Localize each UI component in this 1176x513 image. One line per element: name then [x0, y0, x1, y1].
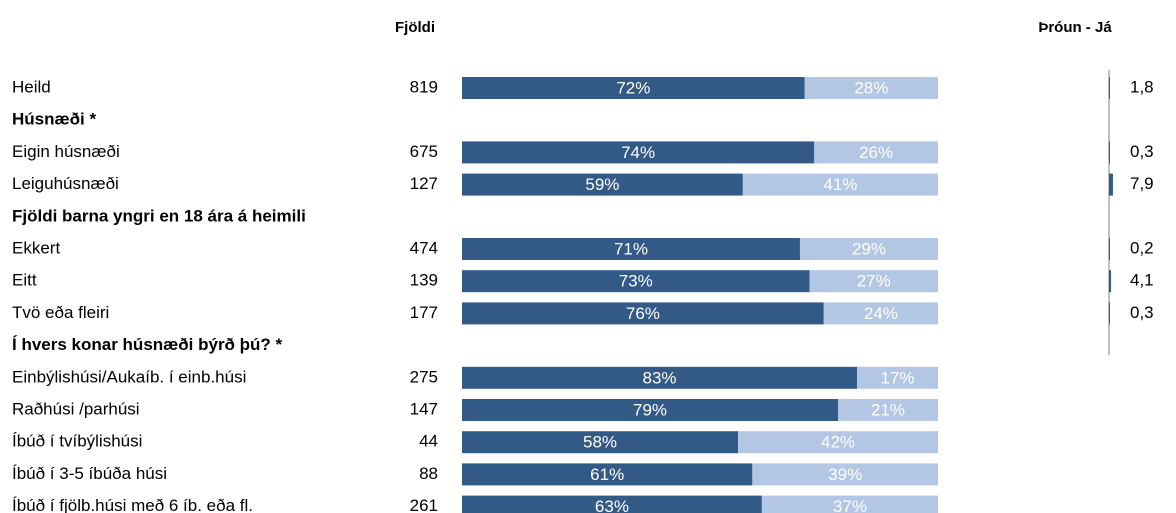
bar-segment [857, 366, 938, 389]
count: 88 [419, 464, 438, 483]
bar-segment [814, 141, 938, 164]
group-header: Í hvers konar húsnæði býrð þú? * [12, 335, 283, 354]
value-label: 17% [881, 368, 915, 387]
count: 147 [410, 399, 438, 418]
count: 275 [410, 367, 438, 386]
bar-segment [462, 366, 858, 389]
bar-segment [799, 238, 938, 260]
value-label: 24% [864, 304, 898, 323]
value-label: 37% [833, 497, 867, 513]
row-label: Tvö eða fleiri [12, 303, 109, 322]
trend-bar [1109, 270, 1112, 293]
bar-segment [823, 302, 938, 325]
bar-segment [462, 399, 839, 421]
bar-segment [742, 173, 938, 196]
trend-bar [1109, 173, 1113, 196]
row-label: Eigin húsnæði [12, 142, 120, 161]
bar-segment [738, 431, 938, 454]
row-label: Íbúð í 3-5 íbúða húsi [12, 464, 167, 483]
value-label: 74% [621, 143, 655, 162]
count: 44 [419, 432, 438, 451]
bar-segment [804, 77, 938, 99]
bar-segment [462, 302, 824, 325]
bar-segment [462, 77, 805, 99]
row-label: Eitt [12, 271, 37, 290]
value-label: 79% [633, 400, 667, 419]
row-label: Íbúð í fjölb.húsi með 6 íb. eða fl. [12, 496, 253, 513]
bar-segment [462, 463, 753, 486]
trend-label: 0,2 [1130, 238, 1154, 257]
row-label: Raðhúsi /parhúsi [12, 399, 140, 418]
row-label: Heild [12, 77, 51, 96]
row-label: Leiguhúsnæði [12, 174, 119, 193]
trend-header: Þróun - Já [1038, 19, 1112, 36]
value-label: 59% [585, 175, 619, 194]
value-label: 28% [854, 78, 888, 97]
value-label: 61% [590, 465, 624, 484]
count: 819 [410, 77, 438, 96]
value-label: 29% [852, 239, 886, 258]
trend-bar [1109, 77, 1110, 99]
bar-segment [761, 495, 938, 513]
trend-bar [1109, 302, 1110, 325]
count: 127 [410, 174, 438, 193]
count-header: Fjöldi [395, 19, 435, 36]
count: 139 [410, 271, 438, 290]
row-label: Ekkert [12, 238, 60, 257]
bar-segment [462, 431, 739, 454]
bar-segment [752, 463, 938, 486]
value-label: 83% [643, 368, 677, 387]
value-label: 21% [871, 400, 905, 419]
group-header: Fjöldi barna yngri en 18 ára á heimili [12, 206, 306, 225]
row-label: Íbúð í tvíbýlishúsi [12, 432, 142, 451]
bar-segment [462, 173, 743, 196]
trend-bar [1109, 141, 1110, 164]
value-label: 26% [859, 143, 893, 162]
bar-segment [462, 495, 762, 513]
trend-label: 4,1 [1130, 271, 1154, 290]
value-label: 76% [626, 304, 660, 323]
value-label: 58% [583, 433, 617, 452]
bar-segment [809, 270, 938, 293]
bar-segment [838, 399, 938, 421]
trend-label: 0,3 [1130, 142, 1154, 161]
value-label: 63% [595, 497, 629, 513]
group-header: Húsnæði * [12, 110, 96, 129]
row-label: Einbýlishúsi/Aukaíb. í einb.húsi [12, 367, 246, 386]
count: 177 [410, 303, 438, 322]
count: 261 [410, 496, 438, 513]
value-label: 71% [614, 239, 648, 258]
value-label: 41% [823, 175, 857, 194]
trend-label: 7,9 [1130, 174, 1154, 193]
count: 675 [410, 142, 438, 161]
value-label: 73% [619, 272, 653, 291]
bar-segment [462, 270, 810, 293]
trend-label: 1,8 [1130, 77, 1154, 96]
trend-label: 0,3 [1130, 303, 1154, 322]
value-label: 27% [857, 272, 891, 291]
bar-segment [462, 238, 800, 260]
value-label: 42% [821, 433, 855, 452]
trend-bar [1109, 238, 1110, 260]
value-label: 39% [828, 465, 862, 484]
count: 474 [410, 238, 438, 257]
bar-segment [462, 141, 815, 164]
value-label: 72% [616, 78, 650, 97]
